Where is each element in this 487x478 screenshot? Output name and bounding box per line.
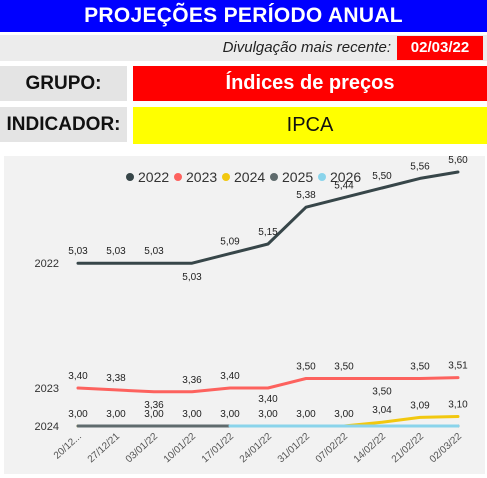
data-label-2023-2: 3,36 — [144, 400, 164, 411]
legend-marker — [222, 173, 230, 181]
data-label-2022-1: 5,03 — [106, 246, 126, 257]
data-label-2022-8: 5,50 — [372, 171, 392, 182]
data-label-2024-10: 3,10 — [448, 400, 468, 411]
data-label-2022-9: 5,56 — [410, 161, 430, 172]
legend-item-2023: 2023 — [174, 169, 217, 185]
data-label-2022-0: 5,03 — [68, 246, 88, 257]
row-label-2024: 2024 — [35, 421, 59, 433]
x-tick-label: 07/02/22 — [314, 431, 351, 466]
data-label-2022-2: 5,03 — [144, 246, 164, 257]
data-label-2023-9: 3,50 — [410, 362, 430, 373]
legend-label: 2026 — [330, 169, 361, 185]
legend-item-2024: 2024 — [222, 169, 265, 185]
legend-marker — [174, 173, 182, 181]
data-label-2022-4: 5,09 — [220, 237, 240, 248]
x-tick-label: 31/01/22 — [276, 431, 313, 466]
data-label-2023-8: 3,50 — [372, 387, 392, 398]
legend-label: 2024 — [234, 169, 265, 185]
legend-item-2026: 2026 — [318, 169, 361, 185]
x-tick-label: 02/03/22 — [428, 431, 465, 466]
series-line-2022 — [76, 170, 460, 265]
legend-label: 2022 — [138, 169, 169, 185]
data-label-2024-1: 3,00 — [106, 409, 126, 420]
legend-item-2022: 2022 — [126, 169, 169, 185]
line-chart: 2022 2023 2024 2025 2026 5,03 5,03 5,03 5,03 5,09… — [35, 156, 469, 466]
x-tick-label: 10/01/22 — [162, 431, 199, 466]
x-tick-label: 20/12... — [52, 431, 84, 461]
data-label-2024-5: 3,00 — [258, 409, 278, 420]
x-tick-label: 03/01/22 — [124, 431, 161, 466]
data-label-2024-6: 3,00 — [296, 409, 316, 420]
group-label: GRUPO: — [0, 66, 127, 101]
data-label-2022-7: 5,44 — [334, 181, 354, 192]
indicator-label: INDICADOR: — [0, 107, 127, 142]
data-label-2023-0: 3,40 — [68, 371, 88, 382]
x-tick-label: 24/01/22 — [238, 431, 275, 466]
release-row: Divulgação mais recente: 02/03/22 — [0, 35, 487, 61]
data-label-2023-4: 3,40 — [220, 371, 240, 382]
data-label-2024-8: 3,04 — [372, 405, 392, 416]
release-date: 02/03/22 — [397, 36, 483, 60]
data-label-2024-3: 3,00 — [182, 409, 202, 420]
x-tick-label: 27/12/21 — [86, 431, 123, 466]
data-label-2023-6: 3,50 — [296, 362, 316, 373]
data-label-2023-10: 3,51 — [448, 361, 468, 372]
legend-marker — [126, 173, 134, 181]
data-label-2023-3: 3,36 — [182, 375, 202, 386]
release-label: Divulgação mais recente: — [222, 39, 391, 56]
data-label-2022-6: 5,38 — [296, 190, 316, 201]
data-label-2022-10: 5,60 — [448, 156, 468, 166]
legend-marker — [270, 173, 278, 181]
series-line-2023 — [76, 376, 460, 394]
row-label-2022: 2022 — [35, 258, 59, 270]
legend-item-2025: 2025 — [270, 169, 313, 185]
data-label-2024-9: 3,09 — [410, 400, 430, 411]
data-label-2022-3: 5,03 — [182, 272, 202, 283]
x-tick-label: 17/01/22 — [200, 431, 237, 466]
data-label-2024-0: 3,00 — [68, 409, 88, 420]
chart-panel: 2022 2023 2024 2025 2026 5,03 5,03 5,03 5,03 5,09… — [4, 156, 485, 474]
data-label-2024-2: 3,00 — [144, 409, 164, 420]
x-tick-label: 14/02/22 — [352, 431, 389, 466]
data-label-2023-7: 3,50 — [334, 362, 354, 373]
legend-marker — [318, 173, 326, 181]
indicator-value[interactable]: IPCA — [133, 107, 487, 144]
row-label-2023: 2023 — [35, 383, 59, 395]
legend-label: 2023 — [186, 169, 217, 185]
data-label-2024-7: 3,00 — [334, 409, 354, 420]
data-label-2023-1: 3,38 — [106, 373, 126, 384]
x-tick-label: 21/02/22 — [390, 431, 427, 466]
page-title: PROJEÇÕES PERÍODO ANUAL — [0, 0, 487, 32]
group-value[interactable]: Índices de preços — [133, 66, 487, 101]
data-label-2023-5: 3,40 — [258, 394, 278, 405]
data-label-2022-5: 5,15 — [258, 227, 278, 238]
legend-label: 2025 — [282, 169, 313, 185]
data-label-2024-4: 3,00 — [220, 409, 240, 420]
